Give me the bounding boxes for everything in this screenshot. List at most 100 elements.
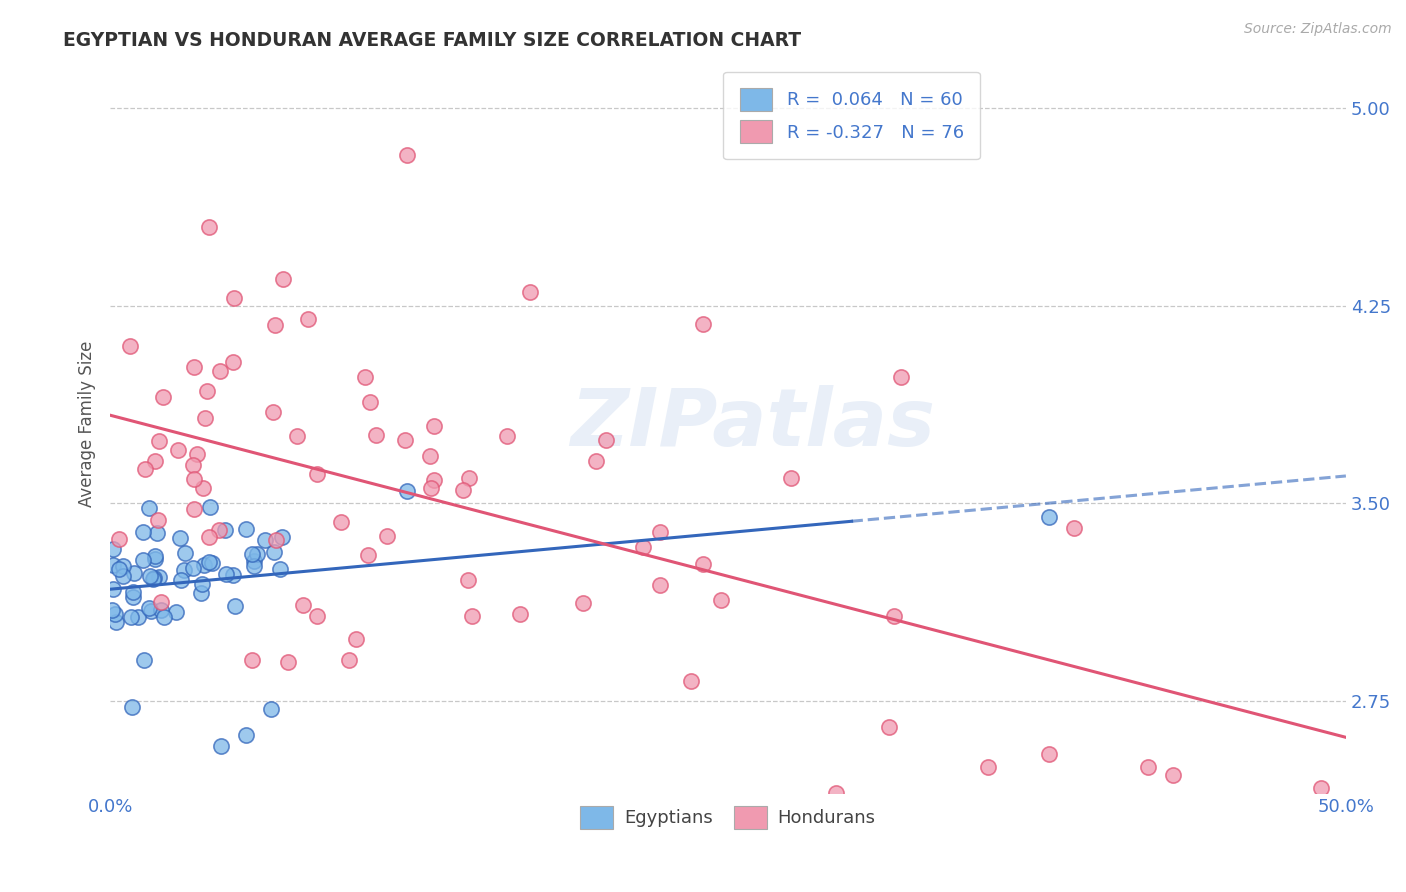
Point: [681, 673, 703, 688]
Point: [139, 604, 162, 618]
Point: [572, 596, 595, 610]
Point: [120, 609, 142, 624]
Point: [132, 553, 155, 567]
Point: [1137, 760, 1160, 774]
Point: [285, 428, 308, 442]
Point: [143, 571, 166, 585]
Point: [395, 148, 418, 162]
Point: [337, 653, 360, 667]
Point: [648, 524, 671, 539]
Point: [650, 578, 672, 592]
Point: [107, 562, 129, 576]
Point: [825, 786, 848, 800]
Point: [101, 558, 124, 572]
Text: Source: ZipAtlas.com: Source: ZipAtlas.com: [1244, 22, 1392, 37]
Point: [246, 547, 269, 561]
Point: [359, 395, 381, 409]
Point: [692, 317, 714, 331]
Point: [396, 483, 419, 498]
Point: [633, 540, 655, 554]
Point: [1038, 509, 1060, 524]
Point: [883, 609, 905, 624]
Point: [976, 760, 998, 774]
Point: [148, 569, 170, 583]
Legend: Egyptians, Hondurans: Egyptians, Hondurans: [574, 798, 883, 836]
Point: [121, 699, 143, 714]
Point: [183, 472, 205, 486]
Point: [170, 573, 193, 587]
Point: [222, 568, 245, 582]
Point: [143, 552, 166, 566]
Point: [142, 572, 165, 586]
Point: [122, 566, 145, 580]
Point: [183, 359, 205, 374]
Point: [344, 632, 367, 646]
Point: [1161, 768, 1184, 782]
Point: [692, 558, 714, 572]
Point: [111, 559, 134, 574]
Point: [457, 574, 479, 588]
Point: [329, 515, 352, 529]
Y-axis label: Average Family Size: Average Family Size: [79, 341, 96, 508]
Point: [262, 405, 284, 419]
Point: [209, 364, 232, 378]
Point: [264, 533, 287, 548]
Point: [120, 339, 142, 353]
Point: [215, 566, 238, 581]
Point: [224, 599, 246, 613]
Point: [127, 610, 149, 624]
Point: [186, 447, 208, 461]
Point: [190, 586, 212, 600]
Point: [305, 608, 328, 623]
Point: [222, 291, 245, 305]
Point: [519, 285, 541, 300]
Point: [132, 524, 155, 539]
Point: [146, 513, 169, 527]
Point: [181, 458, 204, 472]
Point: [104, 607, 127, 621]
Point: [235, 728, 257, 742]
Point: [366, 428, 388, 442]
Point: [269, 562, 291, 576]
Point: [277, 656, 299, 670]
Point: [134, 653, 156, 667]
Point: [139, 569, 162, 583]
Point: [496, 429, 519, 443]
Point: [240, 653, 263, 667]
Point: [183, 501, 205, 516]
Point: [143, 454, 166, 468]
Point: [101, 582, 124, 597]
Point: [194, 410, 217, 425]
Point: [167, 443, 190, 458]
Point: [183, 560, 205, 574]
Point: [101, 602, 124, 616]
Point: [394, 434, 416, 448]
Point: [453, 483, 475, 497]
Point: [357, 548, 380, 562]
Point: [253, 533, 276, 547]
Point: [423, 473, 446, 487]
Point: [111, 569, 134, 583]
Point: [122, 590, 145, 604]
Point: [153, 610, 176, 624]
Point: [260, 702, 283, 716]
Point: [240, 547, 263, 561]
Point: [222, 355, 245, 369]
Point: [710, 593, 733, 607]
Point: [214, 523, 236, 537]
Point: [138, 500, 160, 515]
Point: [138, 600, 160, 615]
Point: [780, 471, 803, 485]
Point: [419, 450, 441, 464]
Point: [354, 370, 377, 384]
Point: [107, 532, 129, 546]
Point: [198, 219, 221, 234]
Point: [208, 523, 231, 537]
Point: [375, 528, 398, 542]
Point: [198, 530, 221, 544]
Point: [191, 577, 214, 591]
Point: [235, 522, 257, 536]
Point: [457, 471, 479, 485]
Point: [101, 541, 124, 556]
Point: [423, 418, 446, 433]
